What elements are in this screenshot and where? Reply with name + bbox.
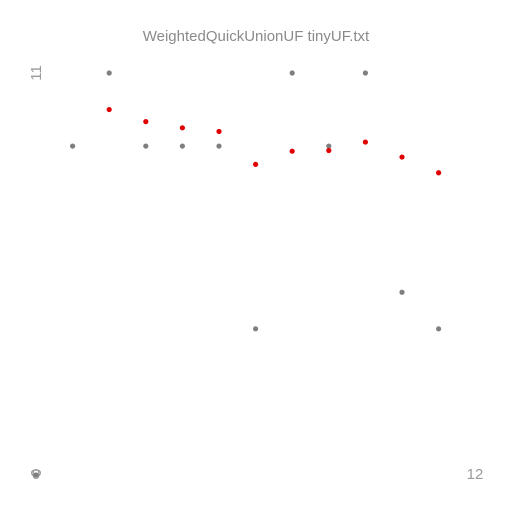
- data-point-gray-0: [33, 472, 39, 478]
- data-point-red-5: [289, 148, 295, 154]
- data-point-gray-6: [253, 326, 259, 332]
- data-point-red-3: [216, 128, 222, 135]
- data-point-gray-9: [362, 70, 368, 76]
- data-point-gray-4: [179, 143, 185, 149]
- data-point-red-7: [362, 139, 368, 145]
- data-point-red-4: [253, 161, 259, 167]
- data-point-gray-2: [106, 70, 112, 76]
- data-point-red-8: [399, 154, 405, 160]
- data-point-red-0: [106, 106, 112, 113]
- y-max-label: 11: [28, 65, 45, 81]
- data-point-gray-11: [436, 326, 442, 332]
- data-point-red-1: [143, 119, 149, 125]
- data-point-gray-7: [289, 70, 295, 76]
- data-point-gray-8: [326, 143, 332, 149]
- data-point-gray-1: [70, 143, 76, 149]
- data-point-red-2: [179, 125, 185, 131]
- x-max-label: 12: [467, 466, 484, 483]
- data-point-gray-10: [399, 289, 405, 295]
- data-point-gray-3: [143, 143, 149, 149]
- data-points: [33, 70, 442, 478]
- data-point-red-9: [436, 170, 442, 176]
- data-point-red-6: [326, 147, 332, 154]
- data-point-gray-5: [216, 143, 222, 149]
- chart-title: WeightedQuickUnionUF tinyUF.txt: [143, 28, 370, 45]
